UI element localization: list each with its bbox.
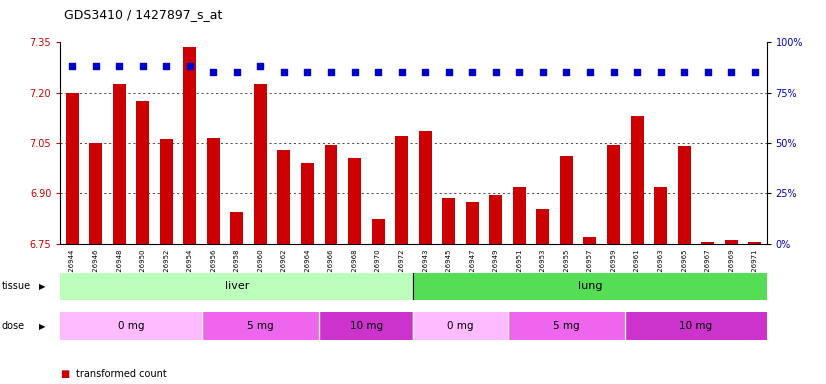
Bar xyxy=(724,240,738,244)
Text: liver: liver xyxy=(225,281,249,291)
Point xyxy=(724,70,738,76)
Point xyxy=(325,70,338,76)
Bar xyxy=(507,312,625,340)
Text: 10 mg: 10 mg xyxy=(679,321,713,331)
Point xyxy=(442,70,455,76)
Bar xyxy=(413,273,767,300)
Text: lung: lung xyxy=(577,281,602,291)
Bar xyxy=(278,150,291,244)
Point xyxy=(278,70,291,76)
Point xyxy=(536,70,549,76)
Bar xyxy=(625,312,767,340)
Text: ▶: ▶ xyxy=(39,321,45,331)
Point xyxy=(254,63,267,70)
Bar xyxy=(112,84,126,244)
Bar xyxy=(677,146,691,244)
Point xyxy=(65,63,78,70)
Bar xyxy=(419,131,432,244)
Bar xyxy=(254,84,267,244)
Bar xyxy=(183,47,197,244)
Bar xyxy=(159,139,173,244)
Point xyxy=(89,63,102,70)
Text: 5 mg: 5 mg xyxy=(247,321,273,331)
Bar xyxy=(583,237,596,244)
Text: tissue: tissue xyxy=(2,281,31,291)
Point xyxy=(701,70,714,76)
Point xyxy=(183,63,197,70)
Point xyxy=(301,70,314,76)
Bar xyxy=(654,187,667,244)
Bar xyxy=(60,273,413,300)
Text: dose: dose xyxy=(2,321,25,331)
Point xyxy=(466,70,479,76)
Point xyxy=(395,70,408,76)
Point xyxy=(489,70,502,76)
Text: ■: ■ xyxy=(60,369,69,379)
Text: 0 mg: 0 mg xyxy=(447,321,474,331)
Point xyxy=(112,63,126,70)
Text: 0 mg: 0 mg xyxy=(117,321,145,331)
Text: transformed count: transformed count xyxy=(76,369,167,379)
Bar xyxy=(319,312,413,340)
Point xyxy=(513,70,526,76)
Point xyxy=(560,70,573,76)
Point xyxy=(348,70,361,76)
Point xyxy=(748,70,762,76)
Bar xyxy=(536,209,549,244)
Bar xyxy=(60,312,202,340)
Point xyxy=(206,70,220,76)
Bar xyxy=(513,187,526,244)
Bar xyxy=(395,136,408,244)
Bar xyxy=(748,242,762,244)
Bar xyxy=(466,202,479,244)
Bar xyxy=(442,199,455,244)
Bar xyxy=(65,93,78,244)
Bar xyxy=(372,218,385,244)
Point xyxy=(677,70,691,76)
Point xyxy=(654,70,667,76)
Point xyxy=(630,70,643,76)
Point xyxy=(136,63,150,70)
Bar xyxy=(136,101,150,244)
Point xyxy=(159,63,173,70)
Bar xyxy=(413,312,507,340)
Point xyxy=(607,70,620,76)
Bar xyxy=(301,163,314,244)
Bar xyxy=(560,157,573,244)
Bar xyxy=(206,138,220,244)
Text: 10 mg: 10 mg xyxy=(349,321,383,331)
Text: ▶: ▶ xyxy=(39,282,45,291)
Point xyxy=(583,70,596,76)
Bar xyxy=(230,212,244,244)
Bar xyxy=(701,242,714,244)
Bar xyxy=(89,143,102,244)
Point xyxy=(230,70,244,76)
Text: 5 mg: 5 mg xyxy=(553,321,580,331)
Text: GDS3410 / 1427897_s_at: GDS3410 / 1427897_s_at xyxy=(64,8,223,21)
Bar xyxy=(607,145,620,244)
Bar xyxy=(348,158,361,244)
Bar xyxy=(489,195,502,244)
Bar xyxy=(630,116,643,244)
Bar xyxy=(325,145,338,244)
Point xyxy=(419,70,432,76)
Point xyxy=(372,70,385,76)
Bar xyxy=(202,312,319,340)
